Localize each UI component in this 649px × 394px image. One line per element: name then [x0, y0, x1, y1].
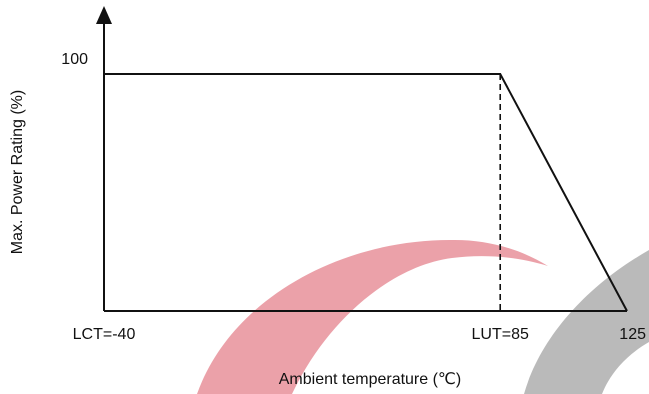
x-tick-label: LUT=85 [472, 326, 529, 343]
series-line [103, 73, 628, 312]
x-tick-labels: LCT=-40 LUT=85 125 [73, 326, 646, 343]
x-tick-label: 125 [619, 326, 646, 343]
y-tick-label: 100 [61, 51, 88, 68]
plot-area [103, 73, 628, 312]
y-axis-title: Max. Power Rating (%) [9, 90, 26, 255]
watermark-logo [197, 239, 649, 394]
watermark-red-swoosh [197, 239, 548, 394]
y-axis-arrow [96, 6, 112, 24]
x-tick-label: LCT=-40 [73, 326, 136, 343]
watermark-gray-swoosh [524, 250, 649, 394]
x-axis-title: Ambient temperature (℃) [279, 371, 461, 388]
y-tick-labels: 100 [61, 51, 88, 68]
